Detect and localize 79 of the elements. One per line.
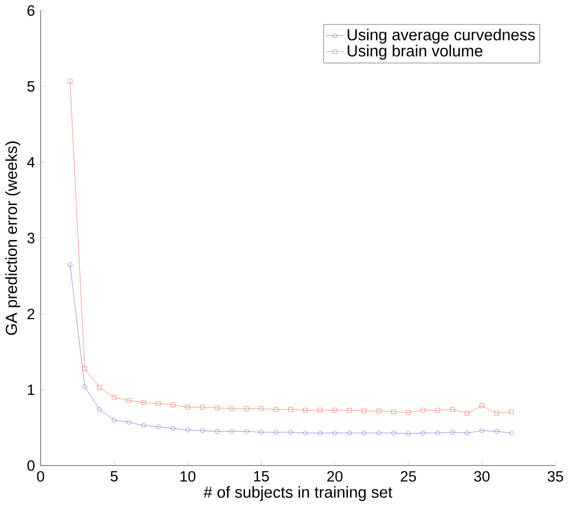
point <box>435 408 440 412</box>
point <box>288 430 293 434</box>
point <box>450 430 455 434</box>
x-tick-label: 0 <box>37 470 44 482</box>
point <box>258 430 264 434</box>
point <box>156 424 161 430</box>
point <box>214 405 220 410</box>
point <box>435 430 440 436</box>
y-tick-label: 1 <box>28 384 34 395</box>
point <box>185 404 190 410</box>
point <box>303 408 308 412</box>
point <box>141 422 146 428</box>
point <box>185 427 190 432</box>
point <box>494 410 499 416</box>
point <box>450 406 455 412</box>
point <box>332 430 338 436</box>
point <box>376 408 382 414</box>
point <box>141 400 146 405</box>
x-tick-label: 35 <box>548 470 564 482</box>
point <box>362 430 367 436</box>
x-tick-label: 15 <box>254 470 269 482</box>
point <box>494 428 499 434</box>
point <box>112 394 116 400</box>
point <box>244 406 249 411</box>
legend-label: Using brain volume <box>348 44 482 60</box>
point <box>82 384 88 389</box>
point <box>156 400 161 406</box>
point <box>391 409 396 414</box>
y-tick-label: 2 <box>28 308 34 319</box>
point <box>347 408 352 412</box>
point <box>480 403 484 408</box>
point <box>464 430 470 436</box>
point <box>244 428 249 434</box>
point <box>68 78 72 84</box>
y-axis-title: GA prediction error (weeks) <box>5 141 20 335</box>
point <box>170 402 176 408</box>
y-tick-label: 4 <box>27 156 35 168</box>
point <box>318 430 322 436</box>
point <box>229 428 234 434</box>
point <box>288 406 293 412</box>
point <box>258 406 264 411</box>
point <box>274 430 278 434</box>
point <box>214 428 220 434</box>
point <box>406 431 411 436</box>
point <box>200 404 205 410</box>
point <box>406 410 411 415</box>
point <box>274 406 278 412</box>
point <box>420 408 426 412</box>
point <box>420 430 426 436</box>
point <box>229 406 234 411</box>
point <box>126 420 132 425</box>
point <box>376 430 382 436</box>
point <box>97 384 102 390</box>
x-tick-label: 20 <box>327 470 342 482</box>
y-tick-label: 6 <box>28 5 34 16</box>
point <box>318 408 322 412</box>
point <box>347 430 352 436</box>
x-tick-label: 5 <box>110 470 118 482</box>
x-tick-label: 30 <box>474 470 490 482</box>
x-tick-label: 10 <box>180 470 196 482</box>
point <box>508 409 514 414</box>
point <box>391 430 396 436</box>
point <box>480 428 484 433</box>
point <box>362 408 367 414</box>
point <box>464 410 470 416</box>
point <box>97 406 102 412</box>
x-tick-label: 25 <box>400 470 416 482</box>
point <box>170 426 176 431</box>
point <box>332 408 338 412</box>
point <box>126 398 132 403</box>
point <box>303 430 308 436</box>
x-axis-title: # of subjects in training set <box>204 486 392 501</box>
legend-label: Using average curvedness <box>348 28 535 44</box>
point <box>200 428 205 433</box>
y-tick-label: 5 <box>27 81 34 92</box>
point <box>112 418 116 422</box>
y-tick-label: 0 <box>27 460 35 471</box>
y-tick-label: 3 <box>27 232 34 244</box>
point <box>82 366 88 371</box>
